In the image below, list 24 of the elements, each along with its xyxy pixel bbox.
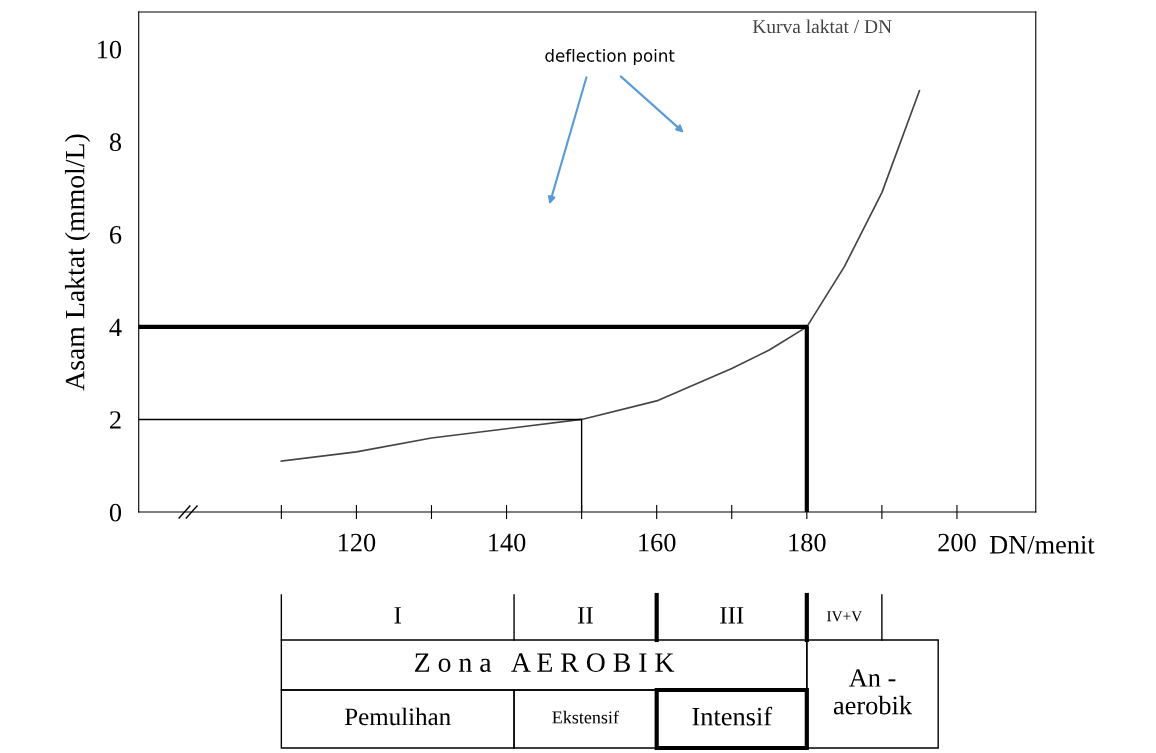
x-tick-label: 200	[938, 533, 976, 552]
text: III	[720, 607, 744, 624]
x-tick-label: 180	[789, 533, 826, 552]
y-tick-label: 2	[110, 411, 121, 429]
y-tick-label: 6	[109, 225, 122, 244]
x-tick-label: 120	[338, 533, 376, 552]
annotation: deflection point	[545, 48, 675, 66]
text: An - aerobik	[833, 669, 913, 715]
text: Pemulihan	[344, 707, 451, 726]
text: II	[577, 607, 593, 624]
x-tick-label: 140	[489, 533, 526, 552]
text: Kurva laktat / DN	[752, 19, 892, 34]
y-tick-label: 8	[109, 133, 122, 152]
x-tick-label: 160	[639, 533, 676, 552]
text: Intensif	[692, 706, 773, 726]
text: Z o n a A E R O B I K	[415, 653, 675, 672]
text: IV+V	[827, 611, 863, 622]
text: Ekstensif	[552, 710, 619, 724]
y-tick-label: 10	[97, 40, 122, 59]
y-tick-label: 4	[109, 318, 122, 337]
y-tick-label: 0	[109, 503, 122, 522]
text: I	[394, 607, 401, 624]
x-axis-title: DN/menit	[989, 535, 1095, 554]
y-axis-title: Asam Laktat (mmol/L)	[64, 134, 91, 391]
